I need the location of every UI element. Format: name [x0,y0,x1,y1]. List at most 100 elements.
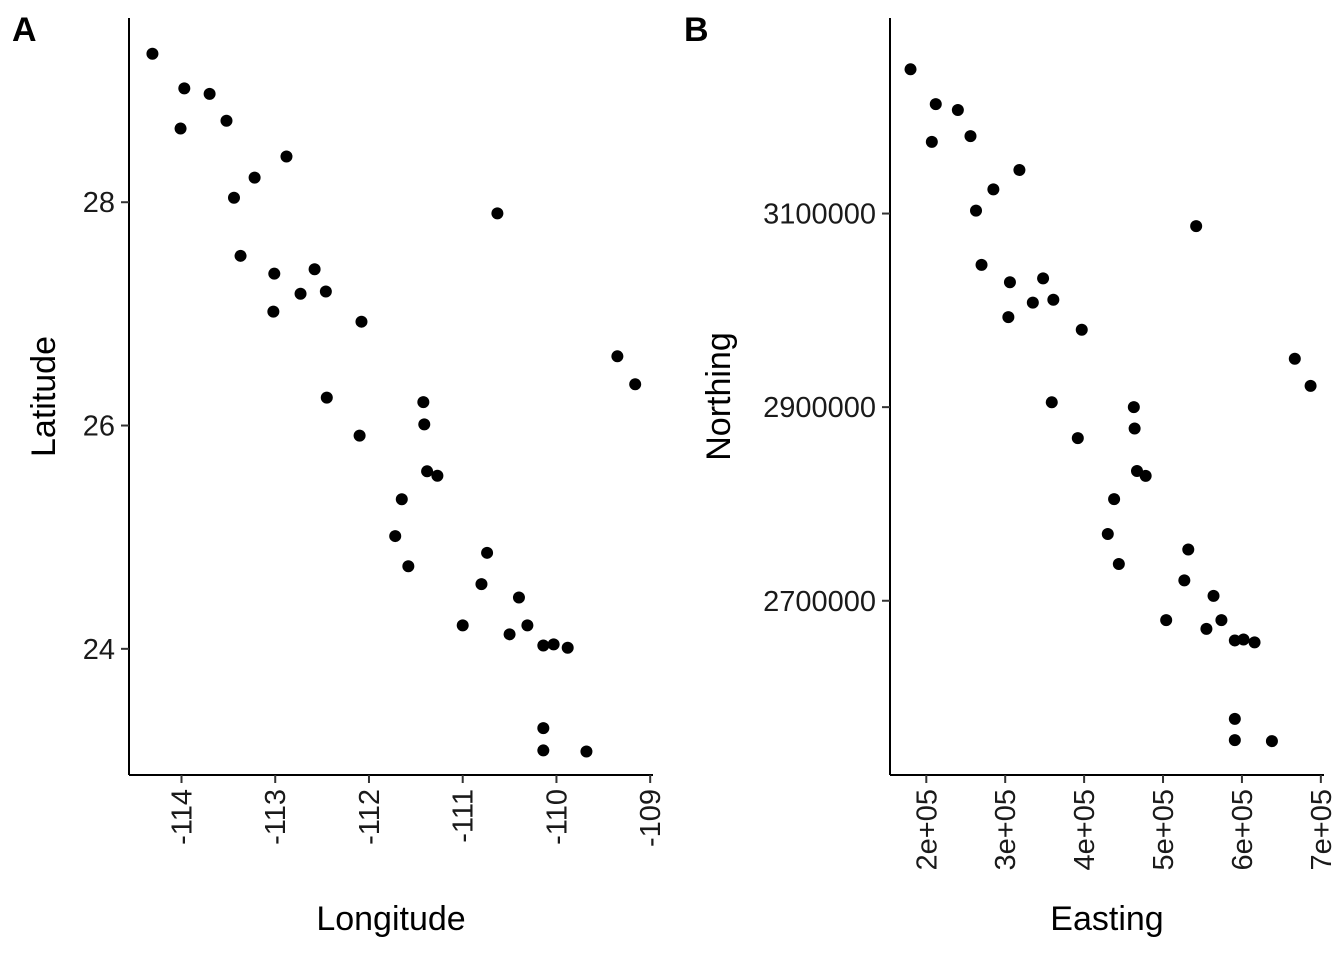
y-tick-label: 24 [83,634,115,666]
data-point [537,639,550,652]
data-point [220,114,233,127]
data-point [1037,272,1050,285]
x-tick-label: 2e+05 [911,789,943,870]
data-point [904,63,917,76]
data-point [355,315,368,328]
data-point [1013,163,1026,176]
data-point [319,285,332,298]
data-point [1112,557,1125,570]
data-point [964,130,977,143]
data-point [561,641,574,654]
data-point [178,82,191,95]
x-tick-label: -110 [541,789,573,845]
data-point [234,249,247,262]
y-tick-label: 3100000 [763,199,876,231]
panel-label: B [684,11,709,49]
data-point [1139,469,1152,482]
panel-label: A [12,11,37,49]
data-point [402,560,415,573]
x-tick-label: 5e+05 [1148,789,1180,870]
data-point [1190,220,1203,233]
data-point [475,578,488,591]
data-point [951,103,964,116]
data-point [1071,432,1084,445]
x-tick-label: 3e+05 [990,789,1022,870]
data-point [1002,311,1015,324]
data-point [1178,574,1191,587]
x-tick-label: -111 [448,789,480,843]
data-point [481,546,494,559]
x-tick-label: 7e+05 [1306,789,1338,870]
data-point [1160,614,1173,627]
data-point [1108,493,1121,506]
x-axis-title: Longitude [316,900,465,938]
data-point [268,267,281,280]
data-point [1128,422,1141,435]
y-tick-label: 28 [83,187,115,219]
data-point [1045,396,1058,409]
x-tick-label: 6e+05 [1227,789,1259,870]
data-point [1237,633,1250,646]
data-point [1265,735,1278,748]
data-point [248,171,261,184]
data-point [970,204,983,217]
data-point [267,305,280,318]
data-point [421,465,434,478]
data-point [1215,614,1228,627]
y-tick-label: 26 [83,411,115,443]
data-point [537,744,550,757]
data-point [521,619,534,632]
data-point [1026,296,1039,309]
x-tick-label: -114 [166,789,198,845]
x-tick-label: -113 [260,789,292,845]
y-axis-title: Latitude [25,336,63,457]
x-tick-label: -112 [354,789,386,845]
data-point [925,135,938,148]
data-point [308,263,321,276]
data-point [146,47,159,60]
data-point [929,98,942,111]
panel-b: B 2700000 2900000 3100000 2e+05 3e+05 4e+05 5e+… [684,11,1338,938]
data-point [975,258,988,271]
data-point [1228,712,1241,725]
data-point [1228,634,1241,647]
data-point [395,493,408,506]
data-point [203,87,216,100]
data-point [1248,636,1261,649]
data-point [547,638,560,651]
data-point [227,191,240,204]
data-point [280,150,293,163]
data-point [320,391,333,404]
data-point [418,418,431,431]
data-point [1003,276,1016,289]
x-tick-label: 4e+05 [1069,789,1101,870]
data-point [294,287,307,300]
data-point [491,207,504,220]
data-point [431,469,444,482]
data-point [1228,734,1241,747]
data-point [174,122,187,135]
data-point [512,591,525,604]
data-point [1182,543,1195,556]
data-point [1288,352,1301,365]
data-point [987,183,1000,196]
data-point [1127,401,1140,414]
data-point [456,619,469,632]
data-point [417,396,430,409]
data-point [1304,379,1317,392]
y-tick-label: 2700000 [763,586,876,618]
x-tick-label: -109 [635,789,667,847]
data-point [1101,527,1114,540]
data-point [503,628,516,641]
data-point [353,429,366,442]
data-point [389,530,402,543]
data-point [537,722,550,735]
data-point [1075,323,1088,336]
y-tick-label: 2900000 [763,392,876,424]
data-point [1047,293,1060,306]
data-point [1207,589,1220,602]
x-axis-title: Easting [1050,900,1163,938]
data-point [629,378,642,391]
